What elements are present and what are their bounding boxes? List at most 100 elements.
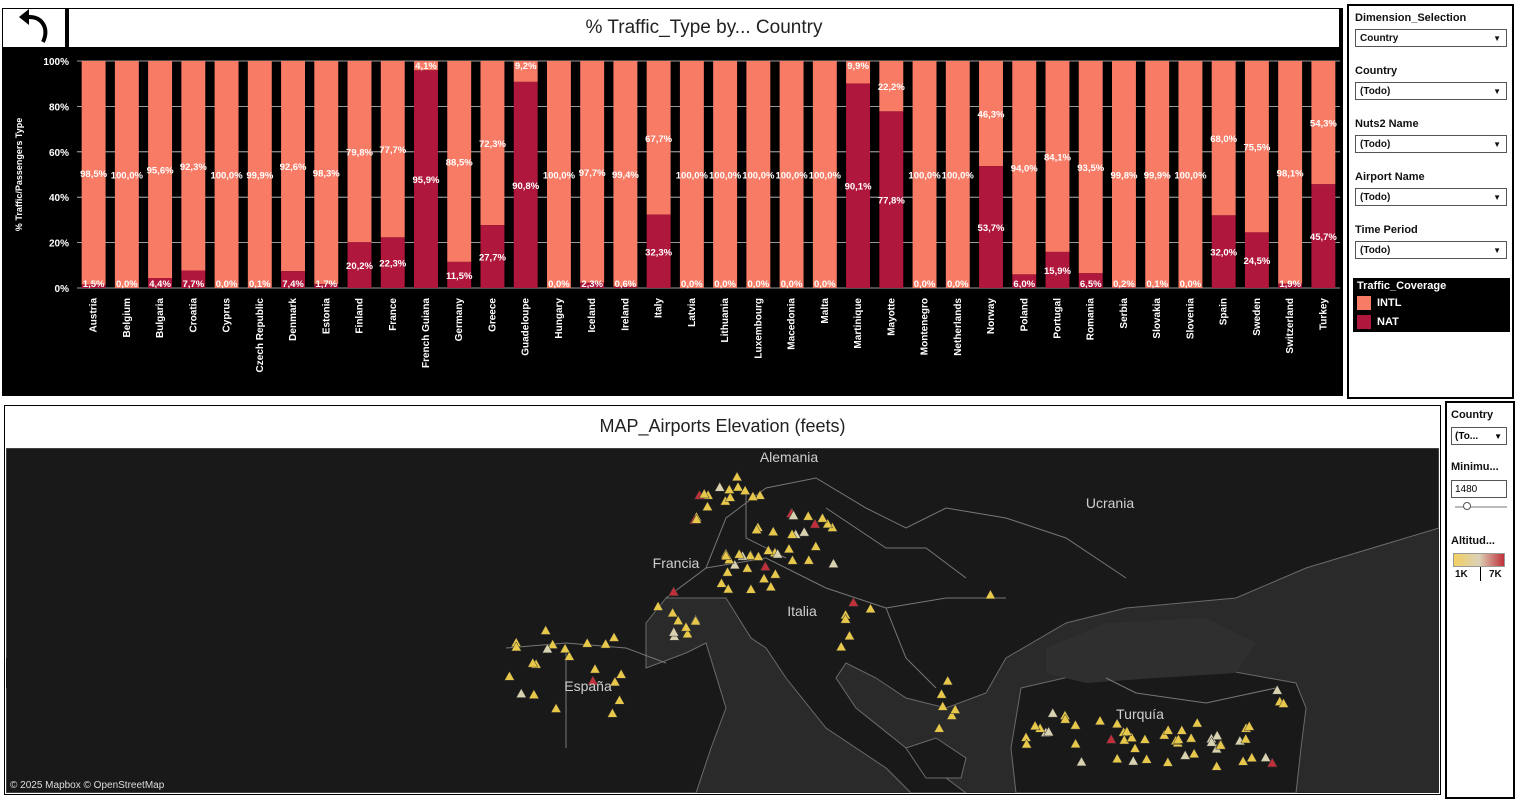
bar-nat[interactable] — [1311, 184, 1336, 288]
bar-intl[interactable] — [114, 61, 139, 288]
legend-swatch-nat[interactable] — [1357, 315, 1371, 329]
bar-intl[interactable] — [1311, 61, 1336, 185]
airport-marker[interactable] — [1029, 720, 1041, 731]
airport-marker[interactable] — [668, 626, 680, 637]
bar-intl[interactable] — [247, 61, 272, 288]
airport-marker[interactable] — [759, 560, 771, 571]
airport-marker[interactable] — [698, 488, 710, 499]
airport-marker[interactable] — [937, 700, 949, 711]
bar-intl[interactable] — [281, 61, 306, 272]
airport-marker[interactable] — [1158, 729, 1170, 740]
airport-marker[interactable] — [802, 510, 814, 521]
bar-intl[interactable] — [1012, 61, 1037, 275]
airport-marker[interactable] — [563, 650, 575, 661]
airport-marker[interactable] — [682, 628, 693, 638]
airport-marker[interactable] — [615, 668, 627, 679]
airport-marker[interactable] — [753, 550, 764, 561]
airport-marker[interactable] — [1126, 732, 1138, 742]
airport-marker[interactable] — [767, 526, 779, 536]
airport-marker[interactable] — [788, 509, 799, 520]
airport-marker[interactable] — [550, 702, 562, 713]
bar-intl[interactable] — [414, 61, 438, 71]
bar-nat[interactable] — [81, 284, 106, 288]
airport-marker[interactable] — [652, 600, 664, 611]
airport-marker[interactable] — [541, 643, 553, 654]
bar-nat[interactable] — [447, 261, 472, 288]
airport-marker[interactable] — [798, 526, 810, 537]
airport-filter-dropdown[interactable]: (Todo) ▼ — [1355, 188, 1507, 206]
bar-nat[interactable] — [1244, 232, 1269, 288]
airport-marker[interactable] — [1076, 756, 1087, 767]
bar-nat[interactable] — [1078, 273, 1103, 288]
bar-nat[interactable] — [380, 237, 405, 288]
bar-intl[interactable] — [1211, 61, 1236, 216]
airport-marker[interactable] — [720, 550, 732, 560]
bar-intl[interactable] — [1178, 61, 1203, 288]
bar-nat[interactable] — [314, 284, 339, 288]
bar-nat[interactable] — [846, 83, 871, 289]
airport-marker[interactable] — [722, 583, 734, 594]
airport-marker[interactable] — [547, 639, 559, 649]
airport-marker[interactable] — [865, 603, 876, 613]
bar-intl[interactable] — [1078, 61, 1103, 274]
airport-marker[interactable] — [1111, 718, 1123, 729]
airport-marker[interactable] — [733, 548, 745, 559]
bar-nat[interactable] — [1211, 215, 1236, 288]
period-filter-dropdown[interactable]: (Todo) ▼ — [1355, 241, 1507, 259]
airport-marker[interactable] — [1172, 733, 1184, 744]
airport-marker[interactable] — [527, 657, 539, 668]
bar-nat[interactable] — [580, 282, 605, 288]
bar-nat[interactable] — [879, 111, 904, 288]
airport-marker[interactable] — [1188, 748, 1200, 759]
bar-intl[interactable] — [779, 61, 804, 288]
bar-intl[interactable] — [746, 61, 771, 288]
airport-marker[interactable] — [758, 573, 770, 583]
airport-marker[interactable] — [1069, 719, 1081, 730]
airport-marker[interactable] — [614, 694, 625, 705]
bar-intl[interactable] — [347, 61, 372, 243]
airport-marker[interactable] — [1260, 752, 1272, 762]
airport-marker[interactable] — [985, 589, 996, 600]
airport-marker[interactable] — [724, 491, 736, 502]
airport-marker[interactable] — [690, 615, 702, 626]
bar-intl[interactable] — [81, 61, 106, 285]
airport-marker[interactable] — [942, 675, 954, 686]
airport-marker[interactable] — [1111, 753, 1123, 763]
airport-marker[interactable] — [515, 688, 527, 698]
airport-marker[interactable] — [765, 581, 777, 591]
airport-marker[interactable] — [1237, 755, 1249, 766]
map-attribution[interactable]: © 2025 Mapbox © OpenStreetMap — [10, 780, 165, 791]
airport-marker[interactable] — [1211, 760, 1223, 771]
airport-marker[interactable] — [667, 607, 679, 618]
airport-marker[interactable] — [1271, 684, 1283, 695]
bar-nat[interactable] — [414, 70, 438, 288]
airport-marker[interactable] — [1243, 720, 1255, 731]
airport-marker[interactable] — [835, 641, 847, 651]
bar-intl[interactable] — [879, 61, 904, 112]
airport-marker[interactable] — [1240, 733, 1252, 744]
airport-marker[interactable] — [589, 663, 601, 674]
bar-nat[interactable] — [646, 214, 671, 288]
bar-nat[interactable] — [181, 270, 206, 288]
airport-marker[interactable] — [936, 688, 947, 699]
airport-marker[interactable] — [1105, 733, 1117, 744]
airport-marker[interactable] — [739, 485, 751, 495]
bar-intl[interactable] — [546, 61, 571, 288]
legend-swatch-intl[interactable] — [1357, 296, 1371, 310]
airport-marker[interactable] — [946, 709, 958, 720]
airport-marker[interactable] — [1162, 756, 1174, 767]
airport-marker[interactable] — [1070, 738, 1081, 749]
nuts2-filter-dropdown[interactable]: (Todo) ▼ — [1355, 135, 1507, 153]
bar-intl[interactable] — [314, 61, 339, 285]
airport-marker[interactable] — [691, 513, 702, 524]
airport-marker[interactable] — [1206, 736, 1217, 747]
airport-marker[interactable] — [844, 630, 855, 641]
airport-marker[interactable] — [672, 615, 684, 625]
bar-intl[interactable] — [646, 61, 671, 215]
airport-marker[interactable] — [716, 577, 727, 588]
dimension-selection-dropdown[interactable]: Country ▼ — [1355, 29, 1507, 47]
airport-marker[interactable] — [1176, 724, 1188, 735]
bar-nat[interactable] — [281, 271, 306, 288]
bar-nat[interactable] — [347, 242, 372, 288]
airport-marker[interactable] — [1139, 733, 1151, 744]
